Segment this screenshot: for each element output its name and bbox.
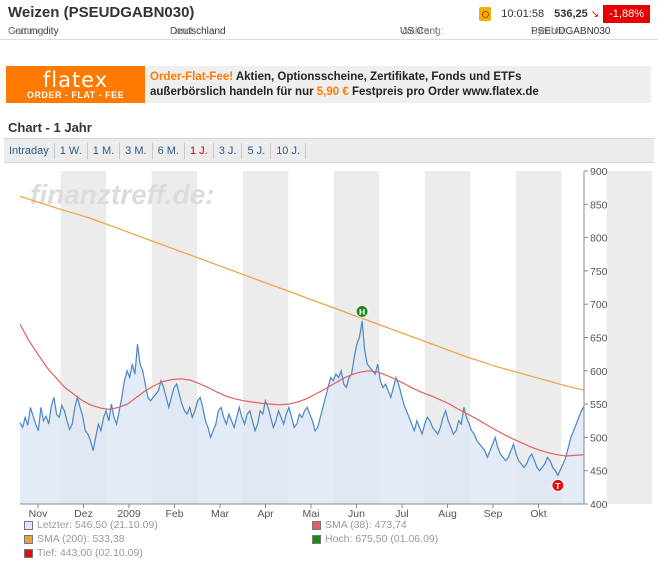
y-tick-label: 800 xyxy=(590,233,608,245)
legend-swatch-tief xyxy=(24,548,33,558)
month-band xyxy=(606,171,653,504)
meta-land: Land: Deutschland xyxy=(170,26,226,37)
x-tick-label: Jun xyxy=(348,508,365,519)
x-tick-label: Nov xyxy=(29,508,48,519)
period-tabs: Intraday 1 W. 1 M. 3 M. 6 M. 1 J. 3 J. 5… xyxy=(4,138,654,163)
tab-3m[interactable]: 3 M. xyxy=(120,142,153,159)
clock-icon xyxy=(479,7,492,21)
tab-1j[interactable]: 1 J. xyxy=(185,142,214,159)
meta-land-label: Land: xyxy=(170,26,196,37)
tab-3j[interactable]: 3 J. xyxy=(214,142,243,159)
ad-price: 5,90 € xyxy=(316,86,349,98)
page-title: Weizen (PSEUDGABN030) xyxy=(8,4,195,21)
header: Weizen (PSEUDGABN030) 10:01:58 536,25 ↘ … xyxy=(0,0,658,26)
quote-price: 536,25 xyxy=(554,8,588,20)
y-tick-label: 900 xyxy=(590,166,608,178)
legend-sma38-label: SMA (38): 473,74 xyxy=(325,519,407,531)
month-band xyxy=(515,171,562,504)
tab-intraday[interactable]: Intraday xyxy=(4,142,55,159)
y-tick-label: 600 xyxy=(590,366,608,378)
flatex-logo[interactable]: flatex ORDER - FLAT - FEE xyxy=(6,66,145,103)
x-tick-label: Dez xyxy=(74,508,93,519)
meta-symbol-value: PSEUDGABN030 xyxy=(531,26,611,37)
ad-line2-b: Festpreis pro Order www.flatex.de xyxy=(348,86,539,98)
tab-6m[interactable]: 6 M. xyxy=(153,142,185,159)
x-tick-label: Feb xyxy=(165,508,183,519)
legend-tief-label: Tief: 443,00 (02.10.09) xyxy=(37,547,143,559)
series-letzter-line xyxy=(19,320,585,477)
meta-land-value: Deutschland xyxy=(170,26,226,37)
quote-box: 10:01:58 536,25 ↘ -1,88% xyxy=(479,4,650,24)
price-chart: finanztreff.de: 400 450 500 550 600 650 700 750 8… xyxy=(19,166,653,519)
tab-5j[interactable]: 5 J. xyxy=(242,142,272,159)
quote-change-badge: -1,88% xyxy=(603,5,650,23)
meta-waehrung-label: Währung: xyxy=(400,26,444,37)
legend-swatch-sma200 xyxy=(24,534,33,544)
tab-10j[interactable]: 10 J. xyxy=(271,142,307,159)
meta-gattung-value: Commodity xyxy=(8,26,59,37)
x-tick-label: Mai xyxy=(303,508,320,519)
meta-symbol: Symbol: PSEUDGABN030 xyxy=(531,26,610,37)
y-tick-label: 500 xyxy=(590,432,608,444)
flatex-logo-tagline: ORDER - FLAT - FEE xyxy=(26,90,125,100)
ad-line1: Aktien, Optionsscheine, Zertifikate, Fon… xyxy=(233,71,522,83)
instrument-meta: Gattung: Commodity Land: Deutschland Wäh… xyxy=(0,26,658,40)
tab-1w[interactable]: 1 W. xyxy=(55,142,88,159)
legend-sma38: SMA (38): 473,74 xyxy=(312,519,407,531)
x-tick-label: Mar xyxy=(211,508,230,519)
price-area xyxy=(20,320,584,504)
y-tick-label: 450 xyxy=(590,466,608,478)
legend-swatch-hoch xyxy=(312,534,321,544)
chart-section-title: Chart - 1 Jahr xyxy=(8,120,92,135)
series-sma38-line xyxy=(19,323,585,457)
x-tick-label: Sep xyxy=(484,508,503,519)
low-marker xyxy=(551,478,565,492)
x-tick-label: Okt xyxy=(530,508,546,519)
flatex-ad-banner[interactable]: flatex ORDER - FLAT - FEE Order-Flat-Fee… xyxy=(6,66,651,103)
legend-sma200-label: SMA (200): 533,38 xyxy=(37,533,125,545)
legend-swatch-sma38 xyxy=(312,520,321,530)
down-arrow-icon: ↘ xyxy=(590,8,600,20)
meta-symbol-label: Symbol: xyxy=(531,26,568,37)
y-tick-label: 650 xyxy=(590,333,608,345)
meta-gattung: Gattung: Commodity xyxy=(8,26,59,37)
legend-letzter-label: Letzter: 546,50 (21.10.09) xyxy=(37,519,158,531)
legend-tief: Tief: 443,00 (02.10.09) xyxy=(24,547,143,559)
x-tick-label: Jul xyxy=(395,508,408,519)
legend-hoch: Hoch: 675,50 (01.06.09) xyxy=(312,533,438,545)
x-tick-label: Aug xyxy=(438,508,457,519)
ad-line2-a: außerbörslich handeln für nur xyxy=(150,86,317,98)
meta-waehrung-value: US Cent xyxy=(400,26,438,37)
tab-1m[interactable]: 1 M. xyxy=(88,142,121,159)
high-marker-label: H xyxy=(359,307,365,317)
ad-lead: Order-Flat-Fee! xyxy=(150,71,234,83)
legend-hoch-label: Hoch: 675,50 (01.06.09) xyxy=(325,533,439,545)
watermark: finanztreff.de: xyxy=(30,179,215,210)
y-tick-label: 750 xyxy=(590,266,608,278)
x-tick-label: 2009 xyxy=(117,508,141,519)
high-marker xyxy=(355,305,369,319)
y-tick-label: 400 xyxy=(590,499,608,511)
y-tick-label: 550 xyxy=(590,399,608,411)
meta-waehrung: Währung: US Cent xyxy=(400,26,443,37)
ad-text[interactable]: Order-Flat-Fee! Aktien, Optionsscheine, … xyxy=(150,70,539,100)
legend-letzter: Letzter: 546,50 (21.10.09) xyxy=(24,519,158,531)
low-marker-label: T xyxy=(555,481,561,491)
y-tick-label: 700 xyxy=(590,299,608,311)
legend-sma200: SMA (200): 533,38 xyxy=(24,533,125,545)
y-tick-label: 850 xyxy=(590,199,608,211)
flatex-logo-word: flatex xyxy=(42,68,109,92)
x-tick-label: Apr xyxy=(257,508,274,519)
quote-time: 10:01:58 xyxy=(501,8,545,20)
meta-gattung-label: Gattung: xyxy=(8,26,47,37)
legend-swatch-letzter xyxy=(24,520,33,530)
series-sma200-line xyxy=(19,195,585,391)
